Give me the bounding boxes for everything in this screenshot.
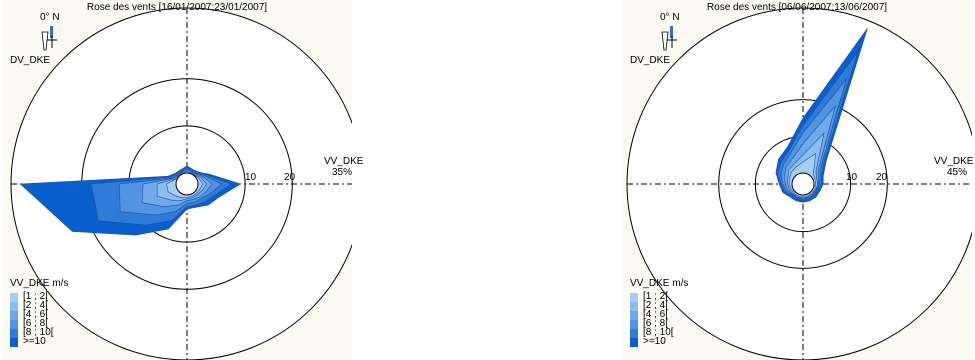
legend-swatch <box>10 293 18 302</box>
radial-max-label: 45% <box>947 167 968 178</box>
radial-axis-label: VV_DKE <box>324 156 364 167</box>
grid-ring <box>718 99 888 269</box>
windrose-panel-right: Rose des vents [06/06/2007;13/06/2007] 0… <box>622 0 974 360</box>
compass-icon <box>41 26 57 51</box>
legend-swatch <box>10 302 18 311</box>
compass-icon <box>661 26 677 51</box>
legend-label: [2 ; 4[ <box>643 300 669 311</box>
legend-label: [8 ; 10[ <box>23 327 54 338</box>
legend-label: [4 ; 6[ <box>23 309 49 320</box>
legend-swatch <box>10 320 18 329</box>
legend-swatch <box>630 302 638 311</box>
legend-label: [2 ; 4[ <box>23 300 49 311</box>
legend-swatch <box>630 311 638 320</box>
legend-swatch <box>10 338 18 347</box>
calm-center <box>791 172 815 196</box>
legend-label: >=10 <box>643 336 666 347</box>
legend-swatch <box>630 293 638 302</box>
radial-max-label: 35% <box>332 167 353 178</box>
legend-label: [1 ; 2[ <box>23 291 49 302</box>
legend-title: VV_DKE m/s <box>630 278 689 289</box>
direction-label: DV_DKE <box>10 55 51 66</box>
ring-tick-20: 20 <box>284 172 296 183</box>
calm-center <box>175 172 199 196</box>
legend-swatch <box>10 329 18 338</box>
chart-title: Rose des vents [16/01/2007;23/01/2007] <box>86 2 268 13</box>
compass-needle-back <box>41 31 49 51</box>
legend-label: [6 ; 8[ <box>23 318 49 329</box>
legend-swatch <box>630 320 638 329</box>
legend-swatch <box>10 311 18 320</box>
legend-title: VV_DKE m/s <box>10 278 69 289</box>
ring-tick-10: 10 <box>846 172 858 183</box>
legend-swatch <box>630 338 638 347</box>
legend-label: [6 ; 8[ <box>643 318 669 329</box>
windrose-plot-left <box>10 7 352 360</box>
legend-label: [1 ; 2[ <box>643 291 669 302</box>
ring-tick-10: 10 <box>245 172 257 183</box>
north-label: 0° N <box>40 12 60 23</box>
compass-cross <box>47 36 57 48</box>
compass-cross <box>667 36 677 48</box>
direction-label: DV_DKE <box>630 55 671 66</box>
windrose-plot-right <box>626 7 972 360</box>
compass-needle-north <box>670 26 673 38</box>
windrose-panel-left: Rose des vents [16/01/2007;23/01/2007] 0… <box>2 0 363 360</box>
legend-label: >=10 <box>23 336 46 347</box>
chart-title: Rose des vents [06/06/2007;13/06/2007] <box>706 2 888 13</box>
compass-needle-north <box>50 26 53 38</box>
radial-axis-label: VV_DKE <box>934 156 974 167</box>
north-label: 0° N <box>660 12 680 23</box>
compass-needle-back <box>661 31 669 51</box>
legend-label: [4 ; 6[ <box>643 309 669 320</box>
ring-tick-20: 20 <box>876 172 888 183</box>
legend-swatch <box>630 329 638 338</box>
legend-label: [8 ; 10[ <box>643 327 674 338</box>
